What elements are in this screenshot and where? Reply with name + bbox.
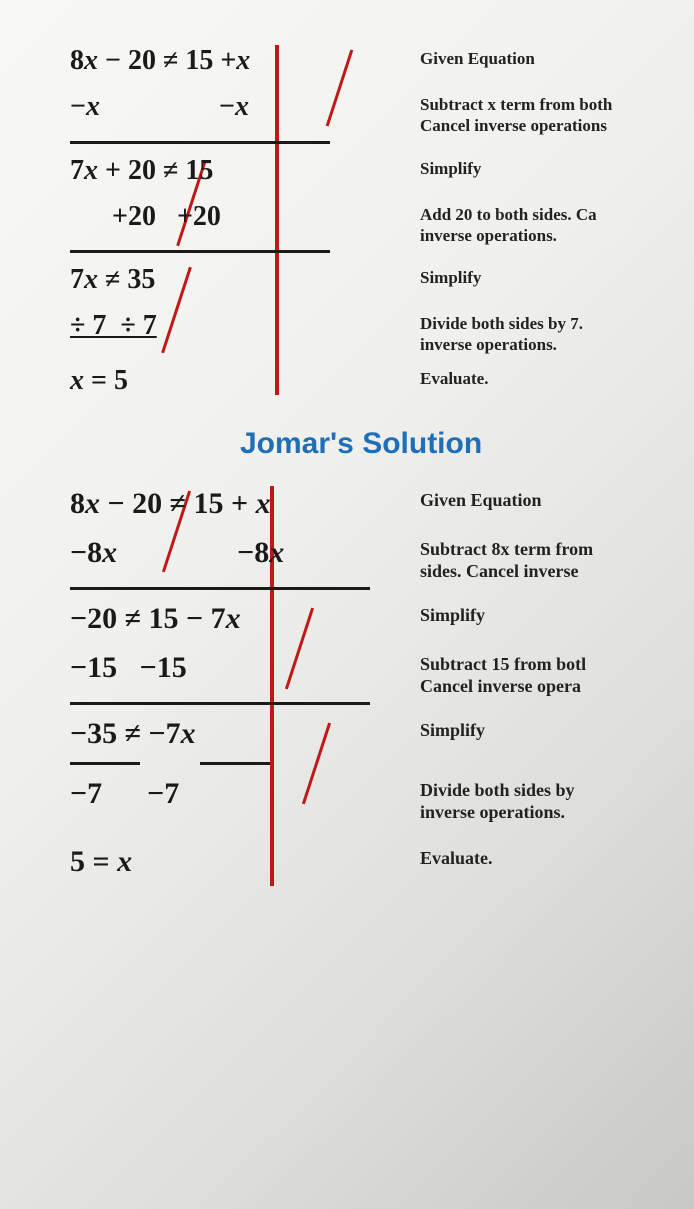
solution-title: Jomar's Solution (240, 427, 694, 461)
explanation-add20: Add 20 to both sides. Cainverse operatio… (410, 196, 694, 247)
step7: x = 5 Evaluate. (70, 360, 694, 402)
hrule-1 (70, 141, 330, 144)
explanation-divide-neg7: Divide both sides byinverse operations. (410, 771, 694, 824)
step6: ÷ 7 ÷ 7 Divide both sides by 7.inverse o… (70, 305, 694, 356)
explanation-subtract-8x: Subtract 8x term fromsides. Cancel inver… (410, 530, 694, 583)
step5b: −35 ≠ −7x Simplify (70, 711, 694, 756)
step5: 7x ≠ 35 Simplify (70, 259, 694, 301)
explanation-given: Given Equation (410, 40, 694, 69)
explanation-simplify-1: Simplify (410, 150, 694, 179)
step4: +20 +20 Add 20 to both sides. Cainverse … (70, 196, 694, 247)
step6b: −7 −7 Divide both sides byinverse operat… (70, 771, 694, 824)
step1b: 8x − 20 ≠ 15 + x Given Equation (70, 481, 694, 526)
step2b: −8x −8x Subtract 8x term fromsides. Canc… (70, 530, 694, 583)
explanation-evaluate-2: Evaluate. (410, 839, 694, 870)
explanation-evaluate-1: Evaluate. (410, 360, 694, 389)
hrule-3 (70, 587, 370, 590)
step4b: −15 −15 Subtract 15 from botlCancel inve… (70, 645, 694, 698)
explanation-simplify-2: Simplify (410, 259, 694, 288)
hrule-2 (70, 250, 330, 253)
explanation-sub15: Subtract 15 from botlCancel inverse oper… (410, 645, 694, 698)
explanation-simplify-3: Simplify (410, 596, 694, 627)
step1: 8x − 20 ≠ 15 +x Given Equation (70, 40, 694, 82)
step3: 7x + 20 ≠ 15 Simplify (70, 150, 694, 192)
hrule-5a (70, 762, 140, 765)
explanation-subtract-x: Subtract x term from bothCancel inverse … (410, 86, 694, 137)
explanation-simplify-4: Simplify (410, 711, 694, 742)
hrule-4 (70, 702, 370, 705)
hrule-5b (200, 762, 270, 765)
solution-1: 8x − 20 ≠ 15 +x Given Equation −x −x Sub… (70, 40, 694, 402)
explanation-given-2: Given Equation (410, 481, 694, 512)
step7b: 5 = x Evaluate. (70, 839, 694, 884)
explanation-divide7: Divide both sides by 7.inverse operation… (410, 305, 694, 356)
step2: −x −x Subtract x term from bothCancel in… (70, 86, 694, 137)
solution-2: 8x − 20 ≠ 15 + x Given Equation −8x −8x … (70, 481, 694, 884)
step3b: −20 ≠ 15 − 7x Simplify (70, 596, 694, 641)
